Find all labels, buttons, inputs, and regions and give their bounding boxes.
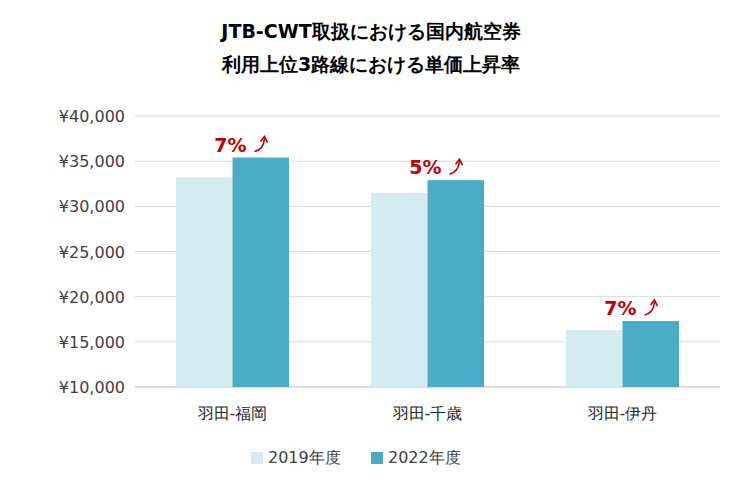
annotation-arrowhead xyxy=(456,159,463,165)
title-line: 利用上位3路線における単価上昇率 xyxy=(221,53,520,75)
bar xyxy=(566,330,623,387)
title-line: JTB-CWT取扱における国内航空券 xyxy=(219,20,520,42)
annotation-arrowhead xyxy=(261,137,268,143)
bar xyxy=(233,158,290,387)
annotation: 7% xyxy=(214,134,246,156)
y-tick-label: ¥20,000 xyxy=(59,288,125,307)
x-tick-label: 羽田-伊丹 xyxy=(587,404,658,423)
legend-swatch xyxy=(251,452,263,464)
y-tick-label: ¥10,000 xyxy=(59,378,125,397)
y-tick-label: ¥25,000 xyxy=(59,243,125,262)
annotation-arrow xyxy=(255,139,265,152)
bar xyxy=(176,177,233,387)
title: JTB-CWT取扱における国内航空券利用上位3路線における単価上昇率 xyxy=(219,20,520,75)
bar xyxy=(371,193,428,387)
y-tick-label: ¥40,000 xyxy=(59,107,125,126)
bar xyxy=(623,321,680,387)
annotation: 5% xyxy=(409,156,441,178)
chart-container: JTB-CWT取扱における国内航空券利用上位3路線における単価上昇率 ¥10,00… xyxy=(0,0,742,493)
y-tick-label: ¥15,000 xyxy=(59,333,125,352)
bars xyxy=(176,158,679,387)
annotation-arrow xyxy=(450,161,460,174)
x-tick-label: 羽田-福岡 xyxy=(197,404,268,423)
x-tick-label: 羽田-千歳 xyxy=(392,404,463,423)
annotation: 7% xyxy=(604,297,636,319)
annotation-arrow xyxy=(645,302,655,315)
legend-swatch xyxy=(371,452,383,464)
y-tick-label: ¥35,000 xyxy=(59,152,125,171)
legend-label: 2019年度 xyxy=(268,448,341,467)
bar xyxy=(428,180,485,387)
grid-line xyxy=(135,116,720,117)
chart-svg: JTB-CWT取扱における国内航空券利用上位3路線における単価上昇率 ¥10,00… xyxy=(0,0,742,493)
annotation-arrowhead xyxy=(651,300,658,306)
y-tick-label: ¥30,000 xyxy=(59,197,125,216)
legend-label: 2022年度 xyxy=(388,448,461,467)
